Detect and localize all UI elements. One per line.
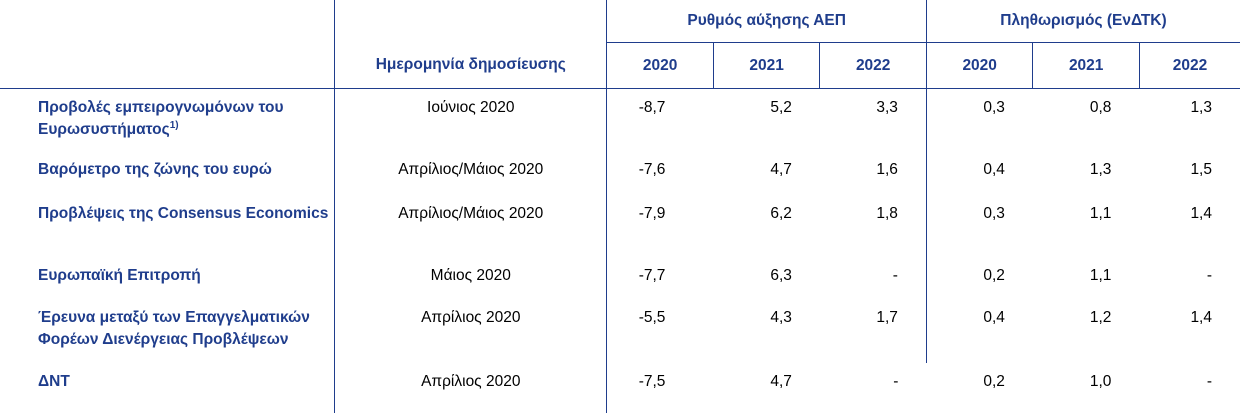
row-date: Ιούνιος 2020 bbox=[334, 88, 607, 151]
header-blank-date bbox=[334, 0, 607, 43]
row-value: -7,6 bbox=[606, 150, 714, 195]
row-value: 4,3 bbox=[770, 308, 792, 326]
row-value: 0,4 bbox=[925, 150, 1033, 195]
row-value: 0,8 bbox=[1089, 99, 1112, 116]
row-value: - bbox=[893, 372, 899, 390]
row-value: 1,0 bbox=[1089, 372, 1112, 390]
row-label: Προβολές εμπειρογνωμόνων του Ευρωσυστήμα… bbox=[38, 99, 284, 138]
header-year: 2022 bbox=[1138, 42, 1240, 89]
row-value: 0,2 bbox=[925, 256, 1033, 299]
table-row: ΔΝΤ Απρίλιος 2020 -7,5 4,7 - 0,2 1,0 - bbox=[0, 362, 1240, 413]
row-value: -7,5 bbox=[606, 362, 714, 413]
row-value: 0,2 bbox=[983, 372, 1005, 390]
row-value: - bbox=[1206, 372, 1212, 390]
row-date: Απρίλιος/Μάιος 2020 bbox=[334, 194, 607, 257]
row-date: Απρίλιος 2020 bbox=[334, 362, 607, 413]
header-blank-label bbox=[0, 0, 335, 43]
row-value: 1,8 bbox=[876, 204, 898, 222]
row-value: 0,4 bbox=[925, 298, 1033, 363]
header-year: 2020 bbox=[606, 42, 714, 89]
table-row: Βαρόμετρο της ζώνης του ευρώ Απρίλιος/Μά… bbox=[0, 150, 1240, 195]
row-value: 3,3 bbox=[876, 99, 898, 116]
row-value: 1,2 bbox=[1089, 308, 1112, 326]
table-row: Ευρωπαϊκή Επιτροπή Μάιος 2020 -7,7 6,3 -… bbox=[0, 256, 1240, 299]
footnote-marker: 1) bbox=[169, 119, 179, 131]
row-label: Προβλέψεις της Consensus Economics bbox=[38, 204, 329, 222]
row-value: 1,5 bbox=[1190, 160, 1212, 178]
header-row-years: Ημερομηνία δημοσίευσης 2020 2021 2022 20… bbox=[0, 42, 1240, 89]
row-value: 0,3 bbox=[925, 88, 1033, 151]
row-value: 1,1 bbox=[1089, 204, 1112, 222]
row-value: 4,7 bbox=[770, 372, 792, 390]
header-blank-label-2 bbox=[0, 42, 335, 89]
row-value: - bbox=[1206, 266, 1212, 284]
header-group-gdp: Ρυθμός αύξησης ΑΕΠ bbox=[606, 0, 927, 43]
row-value: -8,7 bbox=[606, 88, 714, 151]
table-row: Προβολές εμπειρογνωμόνων του Ευρωσυστήμα… bbox=[0, 88, 1240, 151]
row-value: -7,9 bbox=[606, 194, 714, 257]
row-label: Έρευνα μεταξύ των Επαγγελματικών Φορέων … bbox=[38, 308, 310, 348]
row-label: Βαρόμετρο της ζώνης του ευρώ bbox=[38, 160, 272, 178]
row-date: Απρίλιος 2020 bbox=[334, 298, 607, 363]
row-value: 5,2 bbox=[770, 99, 792, 116]
row-date: Απρίλιος/Μάιος 2020 bbox=[334, 150, 607, 195]
row-value: -5,5 bbox=[606, 298, 714, 363]
row-value: 1,3 bbox=[1190, 99, 1212, 116]
table-row: Έρευνα μεταξύ των Επαγγελματικών Φορέων … bbox=[0, 298, 1240, 363]
row-value: 1,7 bbox=[876, 308, 898, 326]
header-year: 2022 bbox=[819, 42, 927, 89]
row-value: 1,1 bbox=[1089, 266, 1112, 284]
row-value: 1,3 bbox=[1089, 160, 1112, 178]
header-date-column: Ημερομηνία δημοσίευσης bbox=[334, 42, 607, 89]
header-row-groups: Ρυθμός αύξησης ΑΕΠ Πληθωρισμός (ΕνΔΤΚ) bbox=[0, 0, 1240, 43]
row-label: ΔΝΤ bbox=[38, 372, 70, 390]
row-label: Ευρωπαϊκή Επιτροπή bbox=[38, 266, 201, 284]
row-value: -7,7 bbox=[606, 256, 714, 299]
table-row: Προβλέψεις της Consensus Economics Απρίλ… bbox=[0, 194, 1240, 257]
row-value: 6,3 bbox=[770, 266, 792, 284]
row-value: 1,4 bbox=[1190, 308, 1212, 326]
row-value: 0,3 bbox=[925, 194, 1033, 257]
row-value: 1,6 bbox=[876, 160, 898, 178]
header-group-inflation: Πληθωρισμός (ΕνΔΤΚ) bbox=[925, 0, 1240, 43]
header-year: 2020 bbox=[925, 42, 1033, 89]
row-value: 1,4 bbox=[1190, 204, 1212, 222]
header-year: 2021 bbox=[1032, 42, 1140, 89]
row-date: Μάιος 2020 bbox=[334, 256, 607, 299]
row-value: 4,7 bbox=[770, 160, 792, 178]
header-year: 2021 bbox=[712, 42, 820, 89]
row-value: 6,2 bbox=[770, 204, 792, 222]
row-value: - bbox=[892, 266, 898, 284]
